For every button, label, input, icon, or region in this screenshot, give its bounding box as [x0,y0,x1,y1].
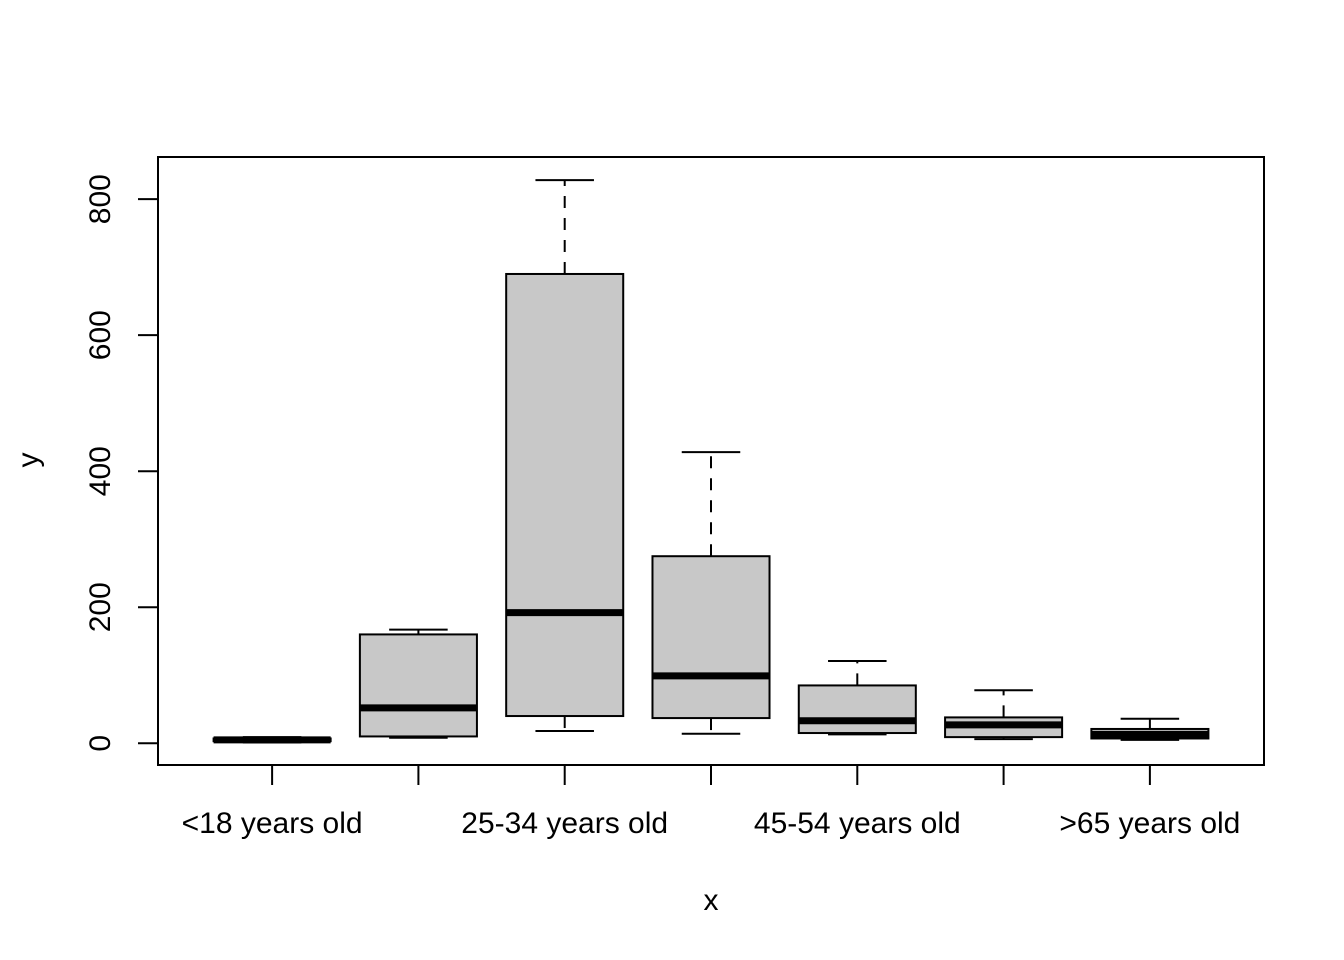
x-tick-label: <18 years old [182,807,363,840]
y-tick-label: 600 [84,310,117,360]
iqr-box [358,633,478,738]
y-tick-label: 800 [84,174,117,224]
boxes [212,179,1210,744]
box-3 [505,179,625,732]
box-6 [944,689,1064,741]
x-tick-label: 45-54 years old [754,807,961,840]
box-1 [212,736,332,744]
box-5 [797,659,917,736]
y-axis-title: y [12,453,45,468]
x-axis-title: x [704,884,719,917]
iqr-box [505,272,625,718]
box-7 [1090,717,1210,741]
y-tick-label: 0 [84,735,117,752]
y-axis: 0 200 400 600 800 [84,174,159,752]
y-tick-label: 400 [84,446,117,496]
y-tick-label: 200 [84,582,117,632]
x-tick-label: >65 years old [1059,807,1240,840]
x-axis: <18 years old 25-34 years old 45-54 years … [182,765,1240,840]
iqr-box [797,684,917,735]
iqr-box [651,555,771,720]
box-4 [651,451,771,735]
x-tick-label: 25-34 years old [461,807,668,840]
box-2 [358,628,478,739]
